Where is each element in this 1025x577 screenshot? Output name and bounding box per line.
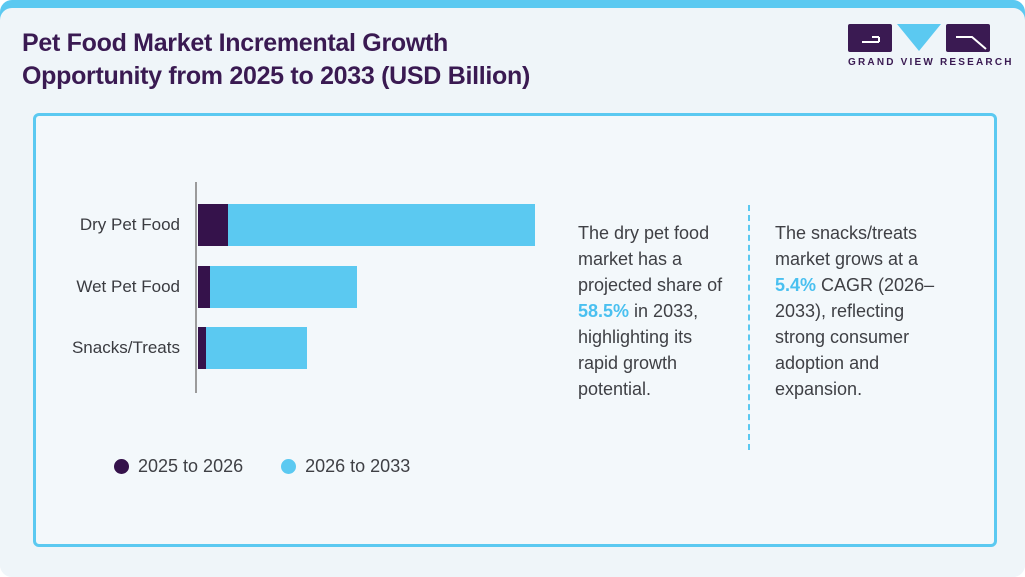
note-dry-pet-food: The dry pet food market has a projected … <box>578 220 728 402</box>
gvr-logo-marks <box>848 24 993 53</box>
note-text: CAGR (2026–2033), reflecting strong cons… <box>775 275 935 399</box>
bar-segment-2026-to-2033 <box>206 327 307 369</box>
page-title: Pet Food Market Incremental Growth Oppor… <box>22 27 530 93</box>
bar <box>198 204 535 246</box>
page-title-line2: Opportunity from 2025 to 2033 (USD Billi… <box>22 62 530 90</box>
bar-segment-2025-to-2026 <box>198 204 228 246</box>
category-label: Wet Pet Food <box>76 277 180 296</box>
category-label: Dry Pet Food <box>79 215 180 234</box>
note-text: The snacks/treats market grows at a <box>775 223 919 269</box>
note-highlight-value: 5.4% <box>775 275 817 295</box>
chart-legend: 2025 to 2026 2026 to 2033 <box>114 456 410 477</box>
page-title-line1: Pet Food Market Incremental Growth <box>22 29 448 57</box>
gvr-logo: GRAND VIEW RESEARCH <box>848 24 1014 68</box>
bar-segment-2025-to-2026 <box>198 327 206 369</box>
category-label: Snacks/Treats <box>71 338 180 357</box>
legend-item-2026-2033: 2026 to 2033 <box>281 456 410 477</box>
legend-item-2025-2026: 2025 to 2026 <box>114 456 243 477</box>
note-text: The dry pet food market has a projected … <box>578 223 723 295</box>
bar <box>198 327 307 369</box>
gvr-logo-icon <box>848 24 990 52</box>
chart-area: Dry Pet Food Wet Pet Food Snacks/Treats 20… <box>36 116 994 544</box>
bar-segment-2025-to-2026 <box>198 266 210 308</box>
note-snacks-treats: The snacks/treats market grows at a 5.4%… <box>775 220 951 402</box>
bar-segment-2026-to-2033 <box>228 204 535 246</box>
bar-segment-2026-to-2033 <box>210 266 357 308</box>
bar-row: Wet Pet Food <box>36 266 357 308</box>
chart-card: Dry Pet Food Wet Pet Food Snacks/Treats 20… <box>33 113 997 547</box>
legend-label: 2025 to 2026 <box>138 456 244 476</box>
legend-label: 2026 to 2033 <box>305 456 411 476</box>
content-panel: Pet Food Market Incremental Growth Oppor… <box>0 8 1025 577</box>
bar-row: Snacks/Treats <box>36 327 307 369</box>
note-text: in 2033, highlighting its rapid growth p… <box>578 301 699 399</box>
legend-dot-dark-icon <box>114 459 129 474</box>
legend-dot-blue-icon <box>281 459 297 474</box>
dashed-divider <box>748 205 750 450</box>
bar-chart: Dry Pet Food Wet Pet Food Snacks/Treats <box>36 116 994 544</box>
y-axis-line <box>195 182 197 393</box>
gvr-logo-wordmark: GRAND VIEW RESEARCH <box>848 57 1014 68</box>
bar-row: Dry Pet Food <box>36 204 535 246</box>
note-highlight-value: 58.5% <box>578 301 630 321</box>
bar <box>198 266 357 308</box>
